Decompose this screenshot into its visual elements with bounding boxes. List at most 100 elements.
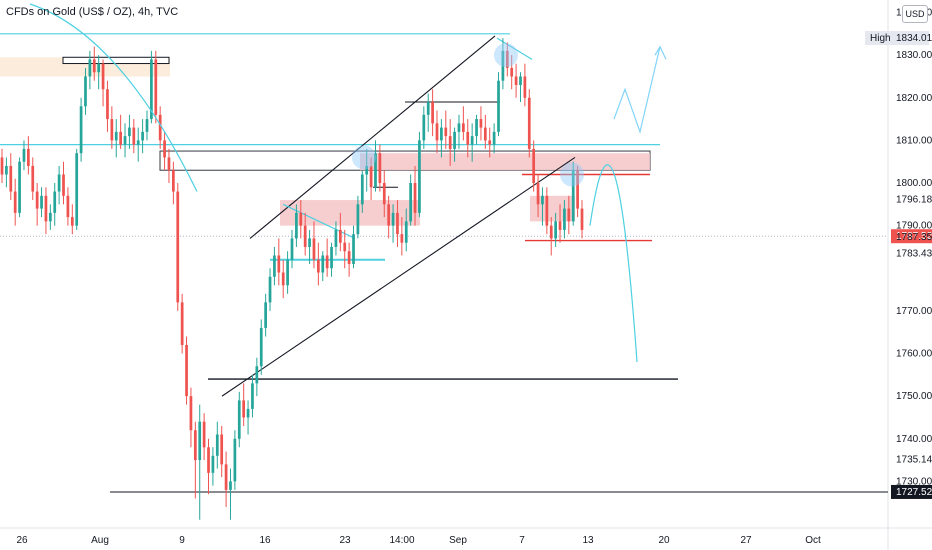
candle-body (132, 127, 136, 145)
candle-body (189, 396, 193, 431)
highlight-circle-1 (352, 145, 376, 170)
candle-body (501, 50, 505, 81)
candle-body (273, 255, 276, 277)
currency-button[interactable]: USD (902, 5, 928, 23)
candle-body (554, 221, 557, 239)
candle-body (308, 238, 311, 247)
candle-body (396, 212, 399, 235)
candle-body (22, 148, 26, 162)
candle-body (211, 455, 215, 473)
y-tick-label: 1760.00 (896, 349, 932, 360)
candle-body (514, 76, 518, 85)
candle-body (558, 221, 562, 230)
price-label-value: 1735.14 (896, 454, 932, 465)
y-tick-label: 1770.00 (896, 306, 932, 317)
y-tick-label: 1730.00 (896, 476, 932, 487)
candle-body (510, 67, 514, 77)
candle-body (527, 97, 531, 149)
candle-body (167, 157, 171, 171)
price-label-value: 1796.18 (896, 194, 932, 205)
candle-body (84, 76, 87, 107)
candle-body (110, 119, 114, 141)
candle-body (114, 131, 118, 141)
cyan-diag-left (282, 203, 356, 239)
candle-body (163, 140, 166, 158)
candle-body (9, 165, 13, 192)
candle-body (317, 259, 320, 273)
candle-body (136, 140, 140, 145)
x-tick-label: 7 (519, 535, 525, 546)
channel-upper-line (249, 35, 496, 239)
candle-body (237, 400, 241, 439)
x-tick-label: 26 (16, 535, 28, 546)
candle-body (523, 76, 527, 98)
candle-body (330, 246, 333, 269)
candle-body (462, 123, 465, 132)
x-tick-label: Aug (91, 535, 109, 546)
candle-body (92, 59, 96, 73)
candle-body (391, 212, 395, 226)
candle-body (492, 131, 496, 145)
candle-body (154, 59, 158, 115)
candle-body (75, 153, 79, 226)
candle-body (31, 165, 35, 192)
candle-body (470, 136, 474, 145)
price-label-value: 1834.01 (896, 33, 932, 44)
top-box (62, 56, 170, 65)
candle-body (180, 302, 184, 345)
candle-body (343, 242, 347, 252)
candle-body (541, 195, 544, 205)
price-label-value: 1787.35 (896, 232, 932, 243)
candle-body (444, 127, 448, 137)
candle-body (141, 131, 144, 141)
candle-body (202, 421, 206, 448)
candle-body (18, 161, 21, 213)
candle-body (299, 212, 303, 226)
price-label-bg (891, 229, 932, 244)
candle-body (215, 434, 219, 456)
candle-body (488, 140, 492, 145)
candle-body (176, 191, 180, 303)
candle-body (79, 106, 83, 154)
candle-body (360, 174, 364, 205)
candle-body (457, 123, 461, 132)
y-tick-label: 1790.00 (896, 221, 932, 232)
candle-body (321, 255, 325, 273)
candle-body (312, 238, 316, 260)
y-tick-label: 1800.00 (896, 178, 932, 189)
candle-body (5, 165, 8, 175)
candle-body (40, 195, 43, 209)
candle-body (220, 434, 224, 465)
candle-body (290, 238, 294, 260)
candle-body (435, 123, 439, 141)
candle-body (207, 447, 210, 473)
candle-body (356, 204, 360, 235)
x-tick-label: 20 (658, 535, 670, 546)
candle-body (295, 212, 298, 239)
candle-body (268, 276, 272, 303)
candle-body (185, 344, 188, 397)
y-tick-label: 1750.00 (896, 391, 932, 402)
candle-body (497, 80, 500, 132)
y-tick-label: 1810.00 (896, 135, 932, 146)
price-label-bg (865, 31, 929, 46)
candle-body (334, 229, 338, 247)
candle-body (426, 102, 430, 115)
x-tick-label: 27 (740, 535, 752, 546)
projection-path-up (613, 46, 661, 135)
y-tick-label: 1820.00 (896, 93, 932, 104)
price-label-bg (891, 484, 932, 499)
y-tick-label: 1740.00 (896, 434, 932, 445)
candle-body (382, 183, 386, 205)
candle-body (440, 127, 443, 141)
candle-body (66, 195, 70, 218)
candle-body (224, 464, 228, 490)
candle-body (35, 191, 39, 209)
candle-body (479, 119, 483, 128)
highlight-circle-3 (560, 162, 584, 187)
candle-body (44, 195, 48, 222)
y-tick-label: 1830.00 (896, 50, 932, 61)
candle-body (545, 195, 549, 226)
candle-body (413, 183, 417, 213)
